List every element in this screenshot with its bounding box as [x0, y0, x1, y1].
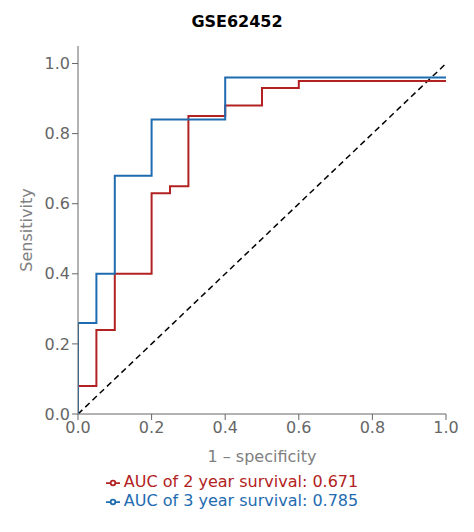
svg-text:0.8: 0.8	[45, 124, 70, 143]
svg-text:0.2: 0.2	[139, 418, 164, 437]
svg-text:0.0: 0.0	[45, 405, 70, 424]
svg-text:0.4: 0.4	[45, 264, 70, 283]
svg-text:0.6: 0.6	[45, 194, 70, 213]
svg-text:0.6: 0.6	[286, 418, 311, 437]
svg-text:1.0: 1.0	[45, 54, 70, 73]
svg-text:Sensitivity: Sensitivity	[17, 188, 36, 271]
svg-text:1.0: 1.0	[433, 418, 458, 437]
svg-text:0.8: 0.8	[360, 418, 385, 437]
svg-text:0.2: 0.2	[45, 335, 70, 354]
svg-text:0.0: 0.0	[65, 418, 91, 438]
svg-text:0.4: 0.4	[212, 418, 237, 437]
html-text:AUC of 3 year survival: 0.785: AUC of 3 year survival: 0.785	[123, 491, 359, 510]
svg-text:1 – specificity: 1 – specificity	[208, 447, 317, 466]
html-text:AUC of 2 year survival: 0.671: AUC of 2 year survival: 0.671	[123, 472, 359, 491]
html-text:GSE62452: GSE62452	[191, 12, 283, 31]
